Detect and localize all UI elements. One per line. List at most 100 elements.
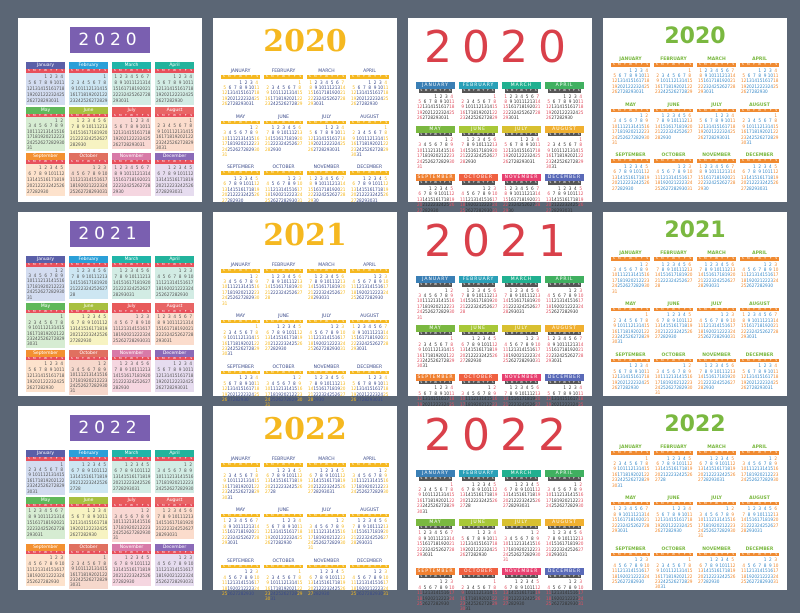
- day-number: 28: [145, 92, 150, 98]
- day-number: 28: [340, 192, 345, 197]
- day-number: 25: [254, 96, 259, 101]
- weekday-label: S: [254, 269, 260, 273]
- year-title: 2022: [70, 415, 150, 441]
- day-number: 27: [188, 526, 193, 532]
- day-number: 26: [297, 341, 302, 346]
- day-number: 31: [249, 101, 254, 106]
- weekday-label: S: [730, 308, 736, 312]
- day-number: 30: [319, 397, 324, 402]
- weekday-label: S: [490, 181, 495, 185]
- day-number: 31: [335, 147, 340, 152]
- day-number: 29: [188, 140, 193, 145]
- day-number: 26: [773, 180, 778, 185]
- day-number: 29: [687, 89, 692, 94]
- day-number: 28: [270, 489, 275, 494]
- weekday-label: S: [188, 357, 194, 361]
- day-number: 31: [70, 388, 75, 393]
- weekday-label: S: [490, 283, 495, 287]
- weekday-label: S: [773, 308, 779, 312]
- day-number: 30: [102, 383, 107, 388]
- day-number: 31: [655, 390, 660, 395]
- day-number: 31: [557, 358, 562, 363]
- year-title: 2020: [213, 24, 397, 59]
- day-number: 27: [687, 278, 692, 283]
- day-number: 30: [633, 385, 638, 390]
- day-number: 31: [113, 535, 118, 540]
- day-number: 30: [573, 309, 578, 314]
- day-number: 30: [297, 397, 302, 402]
- weekday-label: S: [297, 121, 303, 125]
- day-number: 30: [644, 135, 649, 140]
- day-number: 26: [102, 332, 107, 338]
- day-number: 24: [578, 304, 583, 309]
- day-number: 30: [254, 147, 259, 152]
- weekday-label: S: [188, 160, 194, 164]
- weekday-label: S: [730, 109, 736, 113]
- year-title: 2021: [70, 221, 150, 247]
- day-number: 31: [417, 164, 422, 169]
- weekday-label: S: [254, 75, 260, 79]
- weekday-label: S: [687, 359, 693, 363]
- day-number: 31: [319, 101, 324, 106]
- day-number: 29: [383, 147, 388, 152]
- day-number: 30: [86, 338, 91, 344]
- day-number: 30: [671, 334, 676, 339]
- day-number: 26: [102, 480, 107, 486]
- day-number: 29: [449, 358, 454, 363]
- day-number: 31: [444, 115, 449, 120]
- day-number: 30: [145, 530, 150, 535]
- day-number: 26: [449, 202, 454, 207]
